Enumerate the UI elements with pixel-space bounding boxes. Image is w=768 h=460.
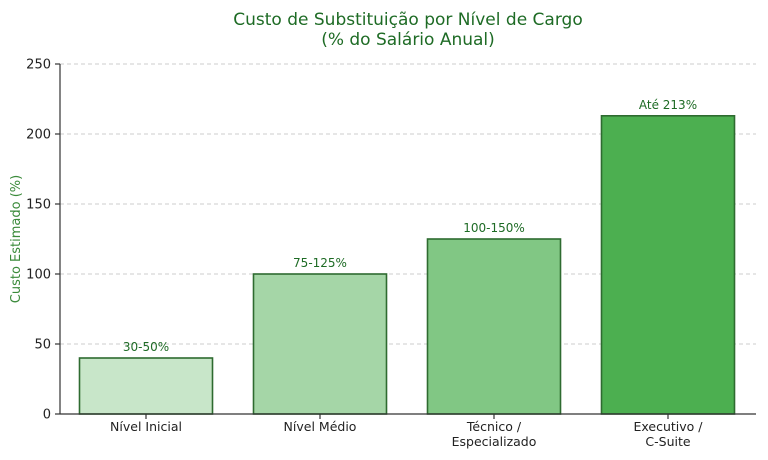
- bar-value-label: 75-125%: [293, 256, 347, 270]
- y-tick-label: 100: [26, 268, 51, 283]
- chart-title-line-2: (% do Salário Anual): [321, 30, 495, 50]
- gridlines: [60, 63, 756, 345]
- x-category-label: Nível Médio: [284, 419, 357, 434]
- x-category-label: Técnico /: [466, 419, 522, 434]
- x-category-label: Nível Inicial: [110, 419, 182, 434]
- y-axis-label: Custo Estimado (%): [9, 175, 24, 303]
- y-tick-label: 0: [43, 408, 51, 423]
- bar: [600, 115, 736, 415]
- y-tick-label: 250: [26, 58, 51, 73]
- y-tick-label: 50: [34, 338, 51, 353]
- value-labels: 30-50% 75-125% 100-150% Até 213%: [123, 98, 697, 354]
- y-tick-label: 200: [26, 128, 51, 143]
- y-tick-label: 150: [26, 198, 51, 213]
- x-category-label: Especializado: [452, 434, 537, 449]
- bar: [426, 238, 562, 415]
- chart-title: Custo de Substituição por Nível de Cargo…: [233, 10, 582, 50]
- x-category-label: Executivo /: [633, 419, 703, 434]
- x-axis-category-labels: Nível Inicial Nível Médio Técnico /Especia…: [110, 414, 703, 449]
- axes: [59, 64, 756, 415]
- y-axis-ticks: 0 50 100 150 200 250: [26, 58, 60, 423]
- bar-value-label: Até 213%: [639, 98, 697, 112]
- bars: [78, 115, 736, 415]
- x-category-label: C-Suite: [645, 434, 690, 449]
- chart-title-line-1: Custo de Substituição por Nível de Cargo: [233, 10, 582, 30]
- bar-value-label: 30-50%: [123, 340, 169, 354]
- bar-value-label: 100-150%: [463, 221, 525, 235]
- bar: [78, 357, 214, 415]
- bar: [252, 273, 388, 415]
